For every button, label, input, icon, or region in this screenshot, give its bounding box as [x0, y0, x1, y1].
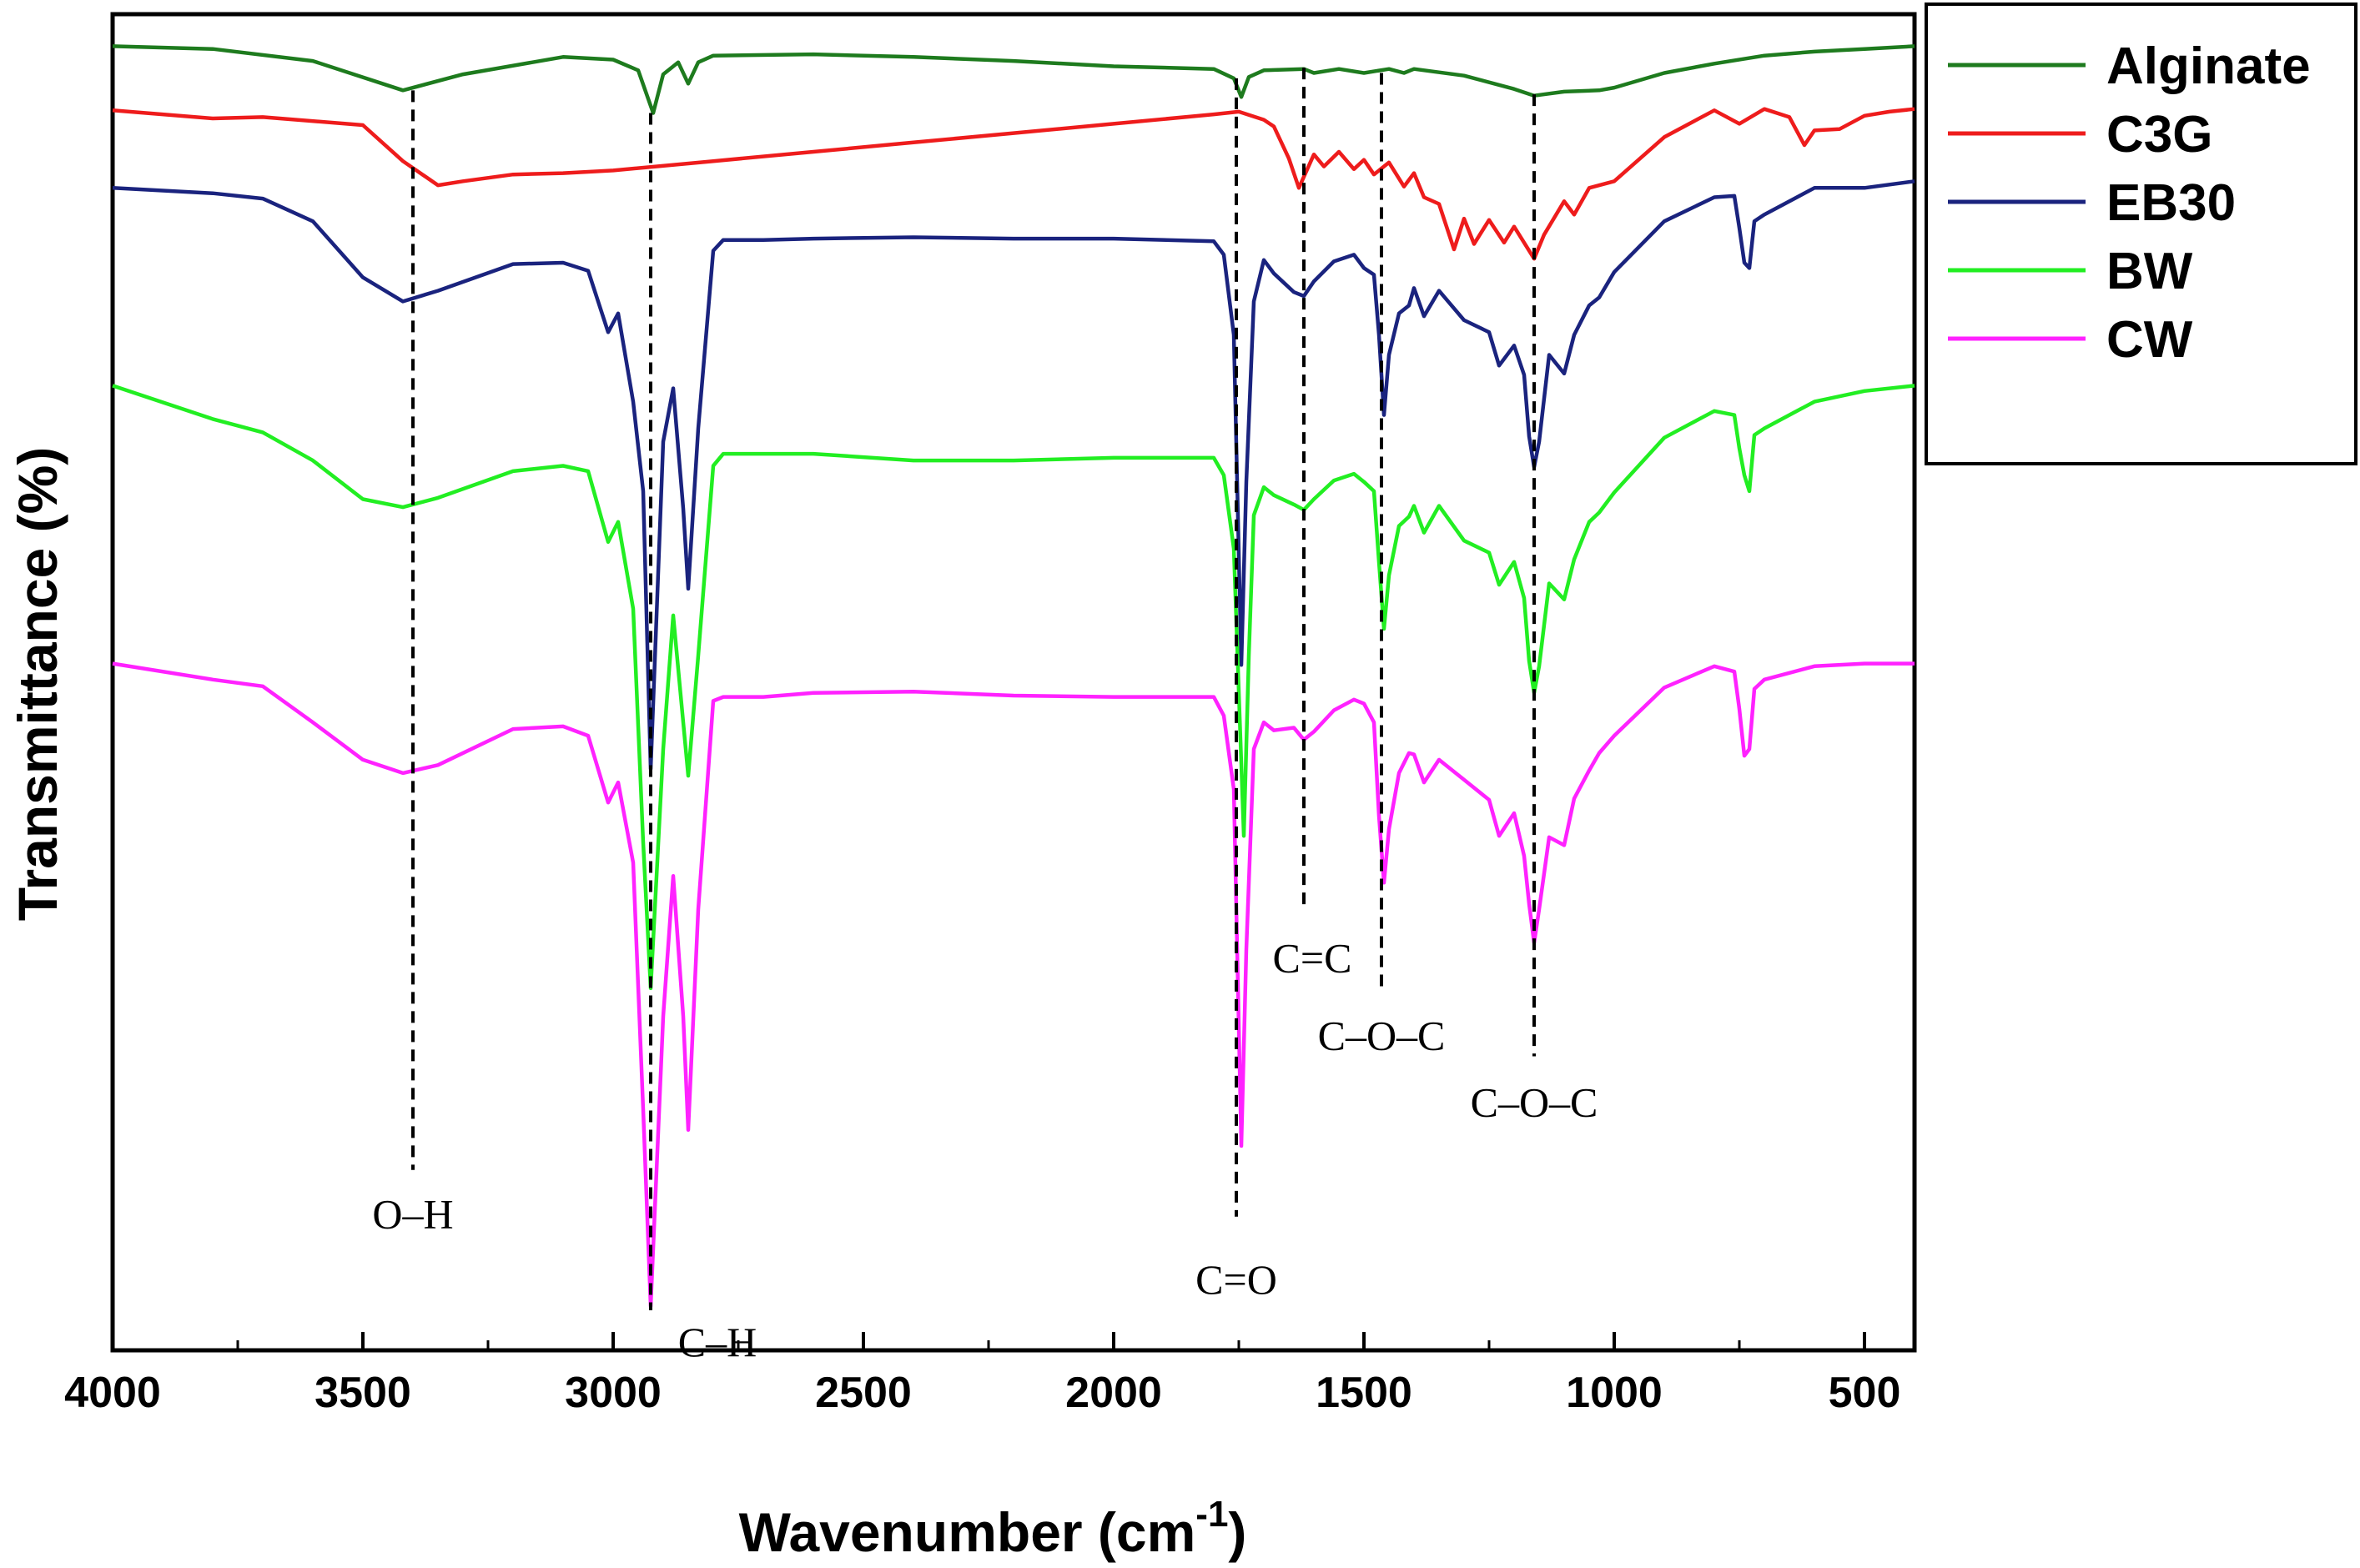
x-tick-label-1000: 1000	[1566, 1369, 1663, 1417]
x-tick-label-2500: 2500	[815, 1369, 912, 1417]
annotation-label-0: O–H	[372, 1191, 453, 1238]
legend-label-cw: CW	[2106, 311, 2193, 369]
annotation-label-3: C=C	[1273, 934, 1352, 981]
legend-label-alginate: Alginate	[2106, 38, 2311, 95]
series-line-bw	[112, 384, 1915, 991]
series-line-c3g	[112, 107, 1915, 261]
x-axis-title-close: )	[1228, 1501, 1246, 1563]
x-axis-tick-labels: 4000 3500 3000 2500 2000 1500 1000 500	[64, 1369, 1900, 1417]
series-line-cw	[112, 661, 1915, 1309]
legend-label-eb30: EB30	[2106, 174, 2236, 232]
x-axis-ticks	[111, 1332, 1866, 1350]
plot-area-frame	[110, 12, 1917, 1353]
annotation-labels: O–H C–H C=O C=C C–O–C C–O–C	[372, 934, 1598, 1365]
x-tick-label-4000: 4000	[64, 1369, 161, 1417]
x-tick-label-2000: 2000	[1065, 1369, 1162, 1417]
x-tick-label-3000: 3000	[565, 1369, 662, 1417]
annotation-label-1: C–H	[678, 1319, 757, 1365]
annotation-label-2: C=O	[1195, 1256, 1277, 1303]
legend: Alginate C3G EB30 BW CW	[1925, 3, 2357, 465]
annotation-label-4: C–O–C	[1318, 1012, 1446, 1058]
x-axis-title-superscript: -1	[1195, 1494, 1228, 1535]
x-tick-label-500: 500	[1829, 1369, 1901, 1417]
series-lines	[112, 44, 1915, 1309]
series-line-alginate	[112, 44, 1915, 115]
x-tick-label-3500: 3500	[314, 1369, 411, 1417]
annotation-label-5: C–O–C	[1471, 1079, 1598, 1126]
series-line-eb30	[112, 179, 1915, 771]
y-axis-title: Transmittance (%)	[7, 447, 68, 921]
legend-box	[1925, 3, 2357, 465]
x-axis-title-text: Wavenumber (cm	[739, 1501, 1196, 1563]
legend-items: Alginate C3G EB30 BW CW	[1948, 38, 2311, 369]
legend-label-c3g: C3G	[2106, 106, 2212, 163]
x-axis-title: Wavenumber (cm-1)	[739, 1494, 1247, 1563]
x-tick-label-1500: 1500	[1316, 1369, 1412, 1417]
legend-label-bw: BW	[2106, 243, 2193, 300]
annotation-lines	[411, 68, 1536, 1310]
